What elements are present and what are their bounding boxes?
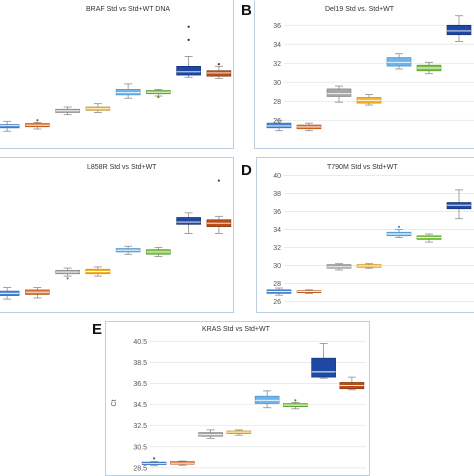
panel-e-title: KRAS Std vs Std+WT: [202, 326, 270, 333]
y-tick-label: 40.5: [133, 339, 147, 346]
y-tick-label: 36: [273, 23, 281, 30]
outlier-point: [217, 63, 220, 66]
panel-e-frame: [105, 321, 370, 476]
y-tick-label: 36.5: [133, 381, 147, 388]
outlier-point: [294, 399, 297, 402]
y-tick-label: 30.5: [133, 444, 147, 451]
y-tick-label: 32: [273, 61, 281, 68]
panel-e-letter: E: [92, 321, 103, 338]
panel-c-frame: [0, 157, 234, 313]
y-tick-label: 32: [273, 245, 281, 252]
outlier-point: [397, 225, 401, 228]
panel-c-title: L858R Std vs Std+WT: [87, 164, 157, 171]
panel-d-letter: D: [241, 162, 252, 179]
box-iqr: [176, 217, 201, 225]
y-tick-label: 28.5: [133, 465, 147, 472]
panel-d-title: T790M Std vs Std+WT: [327, 164, 398, 171]
y-tick-label: 30: [273, 80, 281, 87]
outlier-point: [187, 25, 190, 28]
y-tick-label: 32.5: [133, 423, 147, 430]
y-axis-label: Ct: [111, 399, 118, 406]
box-iqr: [254, 395, 280, 404]
box-iqr: [311, 357, 336, 378]
outlier-point: [187, 38, 190, 42]
outlier-point: [36, 119, 39, 122]
y-tick-label: 40: [273, 173, 281, 180]
outlier-point: [153, 457, 156, 460]
outlier-point: [66, 277, 69, 280]
y-tick-label: 38.5: [133, 360, 147, 367]
y-tick-label: 34: [273, 227, 281, 234]
panel-d-frame: [256, 157, 474, 313]
box-iqr: [176, 66, 201, 76]
box-iqr: [115, 89, 141, 96]
box-iqr: [0, 124, 20, 129]
panel-b-title: Del19 Std vs. Std+WT: [325, 6, 395, 13]
panel-b-letter: B: [241, 2, 252, 19]
box-iqr: [266, 122, 292, 129]
outlier-point: [217, 179, 220, 182]
y-tick-label: 34.5: [133, 402, 147, 409]
outlier-point: [157, 96, 160, 99]
box-iqr: [386, 57, 412, 67]
y-tick-label: 36: [273, 209, 281, 216]
panel-a-title: BRAF Std vs Std+WT DNA: [86, 6, 171, 13]
y-tick-label: 26: [273, 118, 281, 125]
y-tick-label: 28: [273, 99, 281, 106]
y-tick-label: 34: [273, 42, 281, 49]
y-tick-label: 30: [273, 263, 281, 270]
box-iqr: [326, 88, 352, 97]
box-iqr: [206, 70, 232, 77]
y-tick-label: 28: [273, 281, 281, 288]
y-tick-label: 38: [273, 191, 281, 198]
box-iqr: [446, 24, 472, 36]
y-tick-label: 26: [273, 299, 281, 306]
